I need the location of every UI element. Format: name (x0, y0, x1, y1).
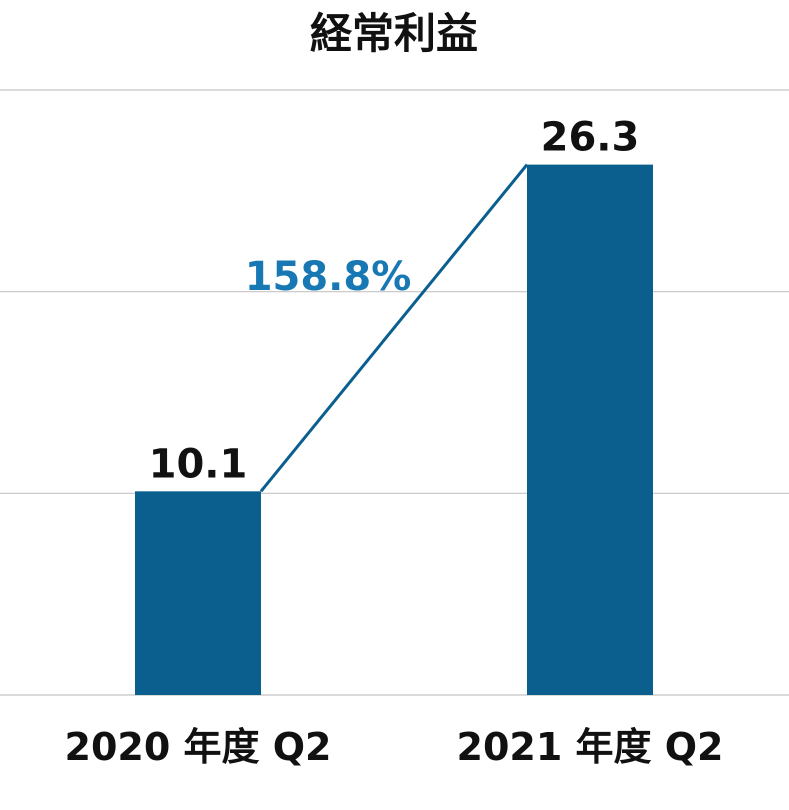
chart-title: 経常利益 (310, 9, 478, 58)
category-labels: 2020 年度 Q2 2021 年度 Q2 (65, 725, 724, 769)
value-labels: 10.1 26.3 (149, 115, 640, 488)
bar-value-label: 26.3 (541, 115, 640, 161)
growth-connector-line (259, 163, 529, 493)
bar-value-label: 10.1 (149, 441, 248, 487)
bar-group (135, 164, 653, 695)
x-tick-label: 2020 年度 Q2 (65, 725, 332, 769)
bar (527, 164, 653, 695)
gridlines (0, 89, 789, 696)
x-tick-label: 2021 年度 Q2 (457, 725, 724, 769)
growth-label: 158.8% (245, 254, 412, 300)
bar (135, 491, 261, 695)
